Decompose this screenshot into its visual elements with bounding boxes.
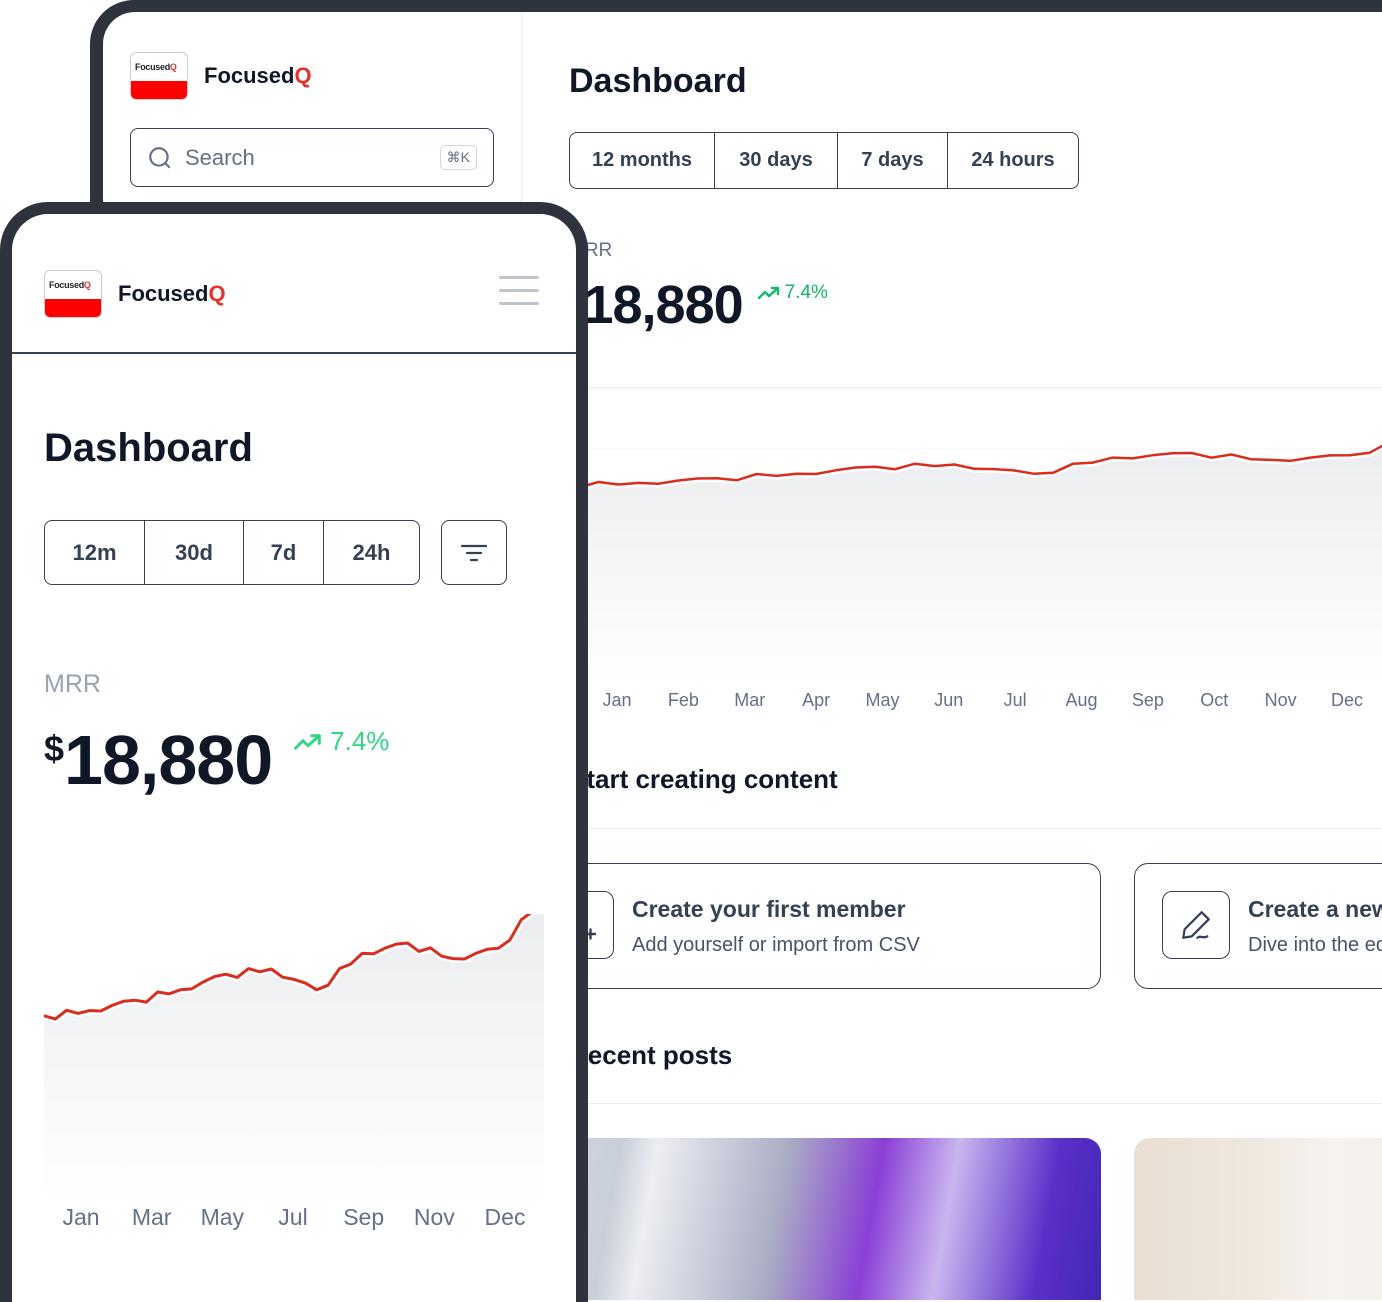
chart-x-axis: Jan Feb Mar Apr May Jun Jul Aug Sep Oct Nov Dec (569, 690, 1382, 720)
x-tick-jan: Jan (62, 1204, 100, 1230)
range-7d[interactable]: 7d (244, 521, 324, 584)
x-tick-jul: Jul (1003, 690, 1027, 710)
x-tick-dec: Dec (1330, 690, 1364, 710)
card-title: Create your first member (632, 896, 906, 922)
brand-logo[interactable]: FocusedQ FocusedQ (130, 52, 312, 100)
metric-change: 7.4% (757, 282, 828, 304)
brand-logo[interactable]: FocusedQ FocusedQ (44, 270, 226, 318)
x-tick-jul: Jul (278, 1204, 308, 1230)
x-tick-sep: Sep (1131, 690, 1164, 710)
metric-change: 7.4% (292, 726, 389, 757)
chart-area (569, 446, 1382, 687)
card-subtitle: Dive into the editor (1248, 934, 1382, 956)
x-tick-may: May (200, 1204, 245, 1230)
metric-change-value: 7.4% (330, 726, 390, 756)
main-content: Dashboard 12 months 30 days 7 days 24 ho… (509, 12, 1382, 1300)
card-icon-box (1162, 891, 1230, 959)
chart-series-line (569, 444, 1382, 489)
card-title: Create a new post (1248, 896, 1382, 922)
range-7-days[interactable]: 7 days (838, 133, 948, 188)
range-12-months[interactable]: 12 months (570, 133, 715, 188)
x-tick-feb: Feb (667, 690, 699, 710)
x-tick-mar: Mar (131, 1204, 172, 1230)
divider (569, 1103, 1382, 1104)
search-icon (149, 146, 171, 169)
divider (569, 828, 1382, 829)
metric-change-value: 7.4% (784, 282, 828, 303)
brand-name: FocusedQ (118, 281, 226, 306)
filter-icon (460, 544, 488, 561)
chart-series-line (44, 914, 532, 1021)
section-create-title: Start creating content (569, 764, 838, 794)
logo-mark-text: FocusedQ (135, 62, 177, 72)
search-input[interactable]: Search ⌘K (130, 128, 494, 187)
search-placeholder: Search (185, 144, 255, 170)
x-tick-aug: Aug (1065, 690, 1098, 710)
card-create-member[interactable]: Create your first member Add yourself or… (509, 863, 1101, 989)
range-30-days[interactable]: 30 days (715, 133, 838, 188)
x-tick-may: May (865, 690, 900, 710)
logo-mark: FocusedQ (130, 52, 188, 100)
divider (569, 387, 1382, 388)
menu-icon[interactable] (499, 276, 541, 306)
filter-button[interactable] (441, 520, 507, 585)
range-24-hours[interactable]: 24 hours (971, 149, 1055, 171)
mrr-chart (569, 388, 1382, 687)
trend-up-icon (757, 286, 779, 300)
metric-currency: $ (44, 728, 65, 769)
x-tick-nov: Nov (413, 1204, 455, 1230)
metric-value-row: $ 18,880 7.4% (569, 274, 828, 336)
range-12m[interactable]: 12m (45, 521, 145, 584)
range-24h[interactable]: 24h (352, 539, 391, 565)
x-tick-dec: Dec (484, 1204, 526, 1230)
brand-name: FocusedQ (204, 63, 312, 88)
x-tick-jan: Jan (602, 690, 632, 710)
x-tick-mar: Mar (734, 690, 766, 710)
mobile-frame: FocusedQ FocusedQ Dashboard 12m 30d 7d 2… (0, 202, 588, 1302)
range-selector: 12 months 30 days 7 days 24 hours (569, 132, 1079, 189)
range-selector: 12m 30d 7d 24h (44, 520, 420, 585)
trend-up-icon (294, 733, 321, 750)
metric-value: 18,880 (64, 721, 273, 799)
x-tick-oct: Oct (1200, 690, 1229, 710)
metric-value: 18,880 (583, 275, 743, 335)
x-tick-sep: Sep (343, 1204, 385, 1230)
range-30d[interactable]: 30d (145, 521, 244, 584)
header-divider (12, 352, 576, 354)
page-title: Dashboard (44, 426, 253, 470)
x-tick-apr: Apr (802, 690, 831, 710)
metric-label: MRR (44, 670, 101, 698)
chart-x-axis: Jan Mar May Jul Sep Nov Dec (44, 1204, 544, 1238)
card-create-post[interactable]: Create a new post Dive into the editor (1134, 863, 1382, 989)
mobile-screen: FocusedQ FocusedQ Dashboard 12m 30d 7d 2… (12, 214, 576, 1302)
chart-area (44, 914, 544, 1204)
pen-icon (1182, 911, 1210, 939)
card-subtitle: Add yourself or import from CSV (632, 934, 920, 956)
post-thumbnail[interactable] (1134, 1138, 1382, 1300)
search-shortcut: ⌘K (439, 145, 477, 170)
logo-mark-text: FocusedQ (49, 280, 91, 290)
page-title: Dashboard (569, 62, 747, 100)
x-tick-nov: Nov (1264, 690, 1297, 710)
logo-mark: FocusedQ (44, 270, 102, 318)
post-thumbnail[interactable] (509, 1138, 1101, 1300)
x-tick-jun: Jun (934, 690, 964, 710)
metric-value-row: $ 18,880 7.4% (44, 720, 389, 800)
section-posts-title: Recent posts (569, 1040, 733, 1070)
mrr-chart (44, 914, 544, 1204)
